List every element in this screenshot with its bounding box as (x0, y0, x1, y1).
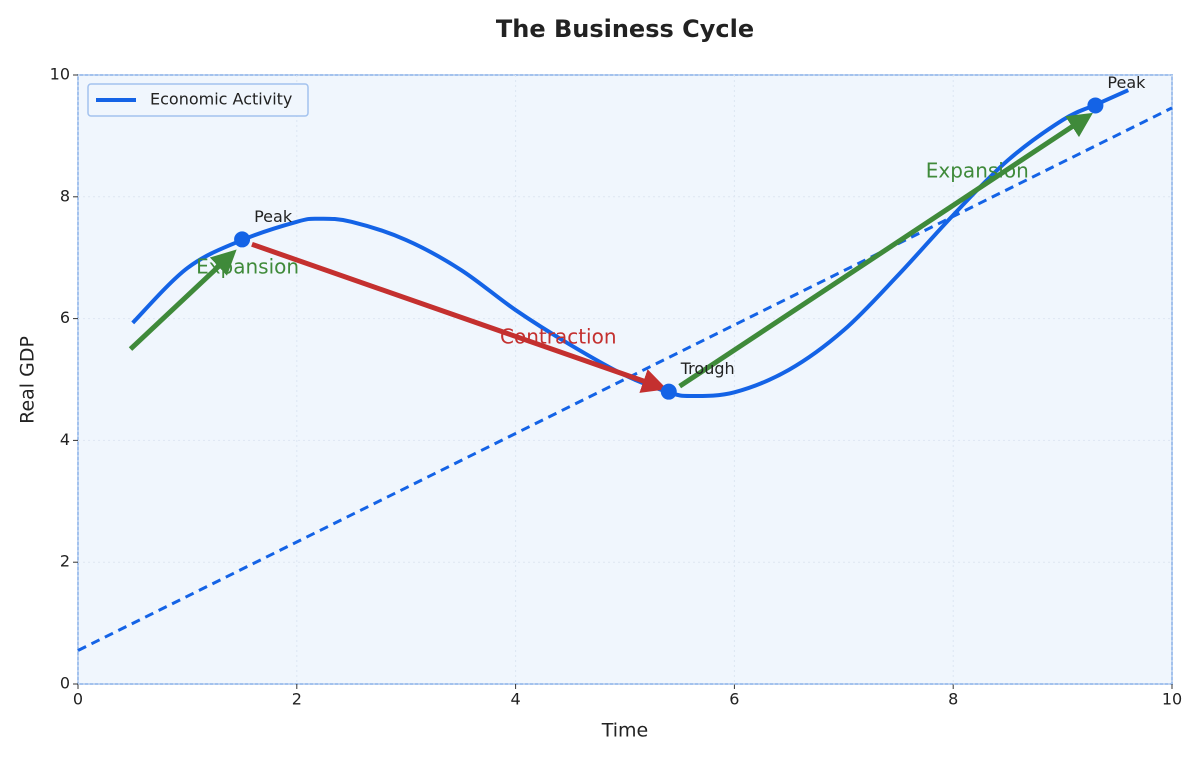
trend-line (77, 106, 1173, 652)
point (234, 231, 251, 248)
point-label: Trough (680, 359, 735, 378)
point-label: Peak (1107, 73, 1146, 92)
x-axis-label: Time (601, 720, 649, 742)
x-tick-label: 2 (292, 690, 302, 709)
x-tick-label: 10 (1162, 690, 1182, 709)
annotation-label: Expansion (196, 255, 299, 279)
arrow (128, 249, 237, 351)
y-tick-label: 0 (60, 674, 70, 693)
annotation-label: Contraction (500, 325, 617, 349)
point-label: Peak (254, 207, 293, 226)
y-tick-label: 2 (60, 552, 70, 571)
legend-box (87, 83, 309, 117)
point (1087, 97, 1104, 114)
y-tick-label: 4 (60, 430, 70, 449)
x-tick-label: 6 (729, 690, 739, 709)
arrow (678, 112, 1093, 389)
x-tick-label: 4 (511, 690, 521, 709)
legend-label: Economic Activity (150, 90, 292, 109)
arrow (251, 241, 668, 393)
y-axis-label: Real GDP (17, 336, 39, 424)
y-tick-label: 6 (60, 308, 70, 327)
annotation-label: Expansion (926, 158, 1029, 182)
x-tick-label: 8 (948, 690, 958, 709)
chart-title: The Business Cycle (496, 15, 754, 43)
point (660, 383, 677, 400)
x-tick-label: 0 (73, 690, 83, 709)
y-tick-label: 10 (50, 65, 70, 84)
y-tick-label: 8 (60, 186, 70, 205)
